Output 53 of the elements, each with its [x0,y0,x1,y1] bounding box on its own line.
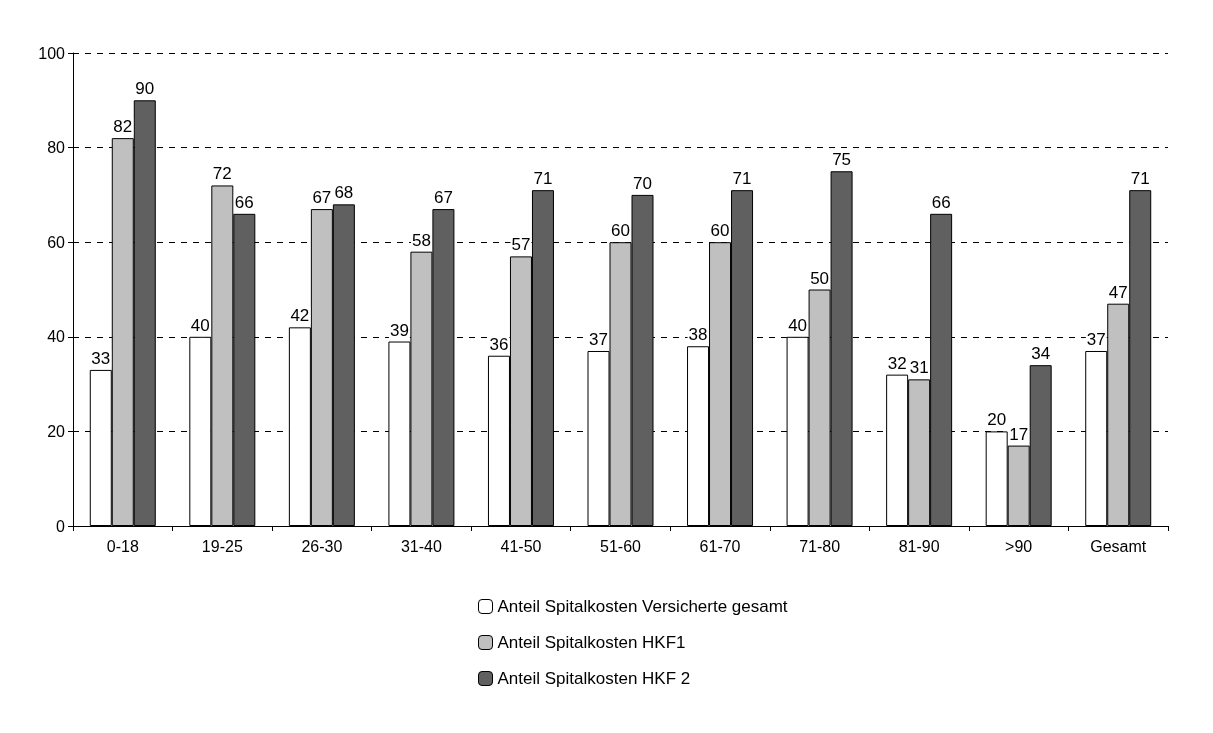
data-label: 67 [312,188,332,208]
data-label: 50 [810,268,830,288]
data-label: 34 [1031,344,1051,364]
x-tick-label: >90 [1005,537,1033,555]
data-label: 40 [788,315,808,335]
data-label: 37 [589,329,608,349]
x-tick-label: 41-50 [500,537,542,555]
data-label: 20 [987,410,1007,430]
legend-label: Anteil Spitalkosten HKF1 [497,633,686,652]
x-tick-label: 61-70 [699,537,741,555]
legend-label: Anteil Spitalkosten Versicherte gesamt [497,597,788,616]
y-tick-label: 100 [38,44,66,62]
data-label: 42 [290,306,310,326]
legend-label: Anteil Spitalkosten HKF 2 [497,669,691,688]
y-tick-label: 40 [47,328,66,346]
data-label: 70 [633,173,652,193]
x-tick-label: 0-18 [106,537,139,555]
x-tick-label: 81-90 [898,537,940,555]
y-tick-label: 20 [47,422,66,440]
data-label: 67 [433,188,453,208]
data-label: 17 [1009,424,1029,444]
data-label: 71 [732,169,752,189]
data-label: 40 [190,315,210,335]
data-label: 38 [688,325,708,345]
data-label: 68 [334,183,354,203]
data-label: 47 [1108,282,1128,302]
data-label: 82 [113,117,133,137]
data-label: 71 [1130,169,1150,189]
data-label: 60 [611,221,630,241]
data-label: 90 [135,79,155,99]
data-label: 36 [489,334,509,354]
data-label: 37 [1086,329,1106,349]
data-label: 58 [411,230,431,250]
data-label: 33 [91,348,111,368]
x-tick-label: 51-60 [600,537,642,555]
data-label: 32 [887,353,907,373]
y-tick-label: 0 [56,517,66,535]
data-label: 66 [234,192,254,212]
data-label: 66 [931,192,951,212]
data-label: 72 [212,164,232,184]
y-tick-label: 60 [47,233,66,251]
data-label: 57 [511,235,531,255]
x-tick-label: 31-40 [400,537,442,555]
data-label: 31 [909,358,929,378]
x-tick-label: 19-25 [201,537,243,555]
x-tick-label: 71-80 [799,537,841,555]
data-label: 39 [389,320,409,340]
y-tick-label: 80 [47,139,66,157]
x-tick-label: Gesamt [1090,537,1147,555]
x-tick-label: 26-30 [301,537,343,555]
data-label: 60 [710,221,730,241]
data-label: 71 [533,169,553,189]
data-label: 75 [832,150,852,170]
